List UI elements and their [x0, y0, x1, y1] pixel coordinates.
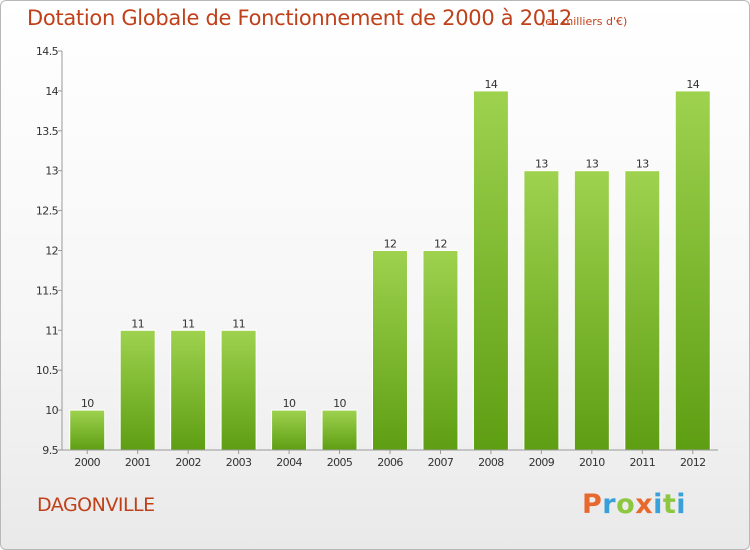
bar-2010 [573, 170, 610, 451]
proxiti-logo: Proxiti [582, 489, 686, 520]
y-tick-label: 14 [45, 85, 58, 98]
bar-2001 [119, 329, 156, 451]
x-tick-label-2012: 2012 [680, 456, 706, 469]
data-label-2001: 11 [131, 317, 144, 330]
x-tick-label-2006: 2006 [377, 456, 403, 469]
y-tick-label: 12.5 [36, 205, 59, 218]
y-tick-label: 13.5 [36, 125, 59, 138]
chart-subtitle: (en milliers d'€) [541, 15, 628, 28]
x-tick-label-2002: 2002 [175, 456, 201, 469]
data-label-2007: 12 [434, 238, 447, 251]
bar-2012 [674, 90, 711, 451]
logo-letter: i [653, 489, 663, 520]
logo-letter: t [662, 489, 677, 520]
y-tick-label: 11 [45, 324, 58, 337]
bar-2002 [170, 329, 207, 451]
data-label-2009: 13 [535, 158, 548, 171]
logo-letter: x [635, 489, 654, 520]
logo-letter: o [616, 489, 636, 520]
bar-2005 [321, 409, 358, 451]
bar-2004 [271, 409, 308, 451]
x-tick-label-2005: 2005 [327, 456, 353, 469]
data-label-2010: 13 [585, 158, 598, 171]
data-label-2006: 12 [384, 238, 397, 251]
x-tick-label-2010: 2010 [579, 456, 605, 469]
data-label-2012: 14 [686, 78, 699, 91]
y-tick-label: 11.5 [36, 284, 59, 297]
bars: 10 11 11 11 10 10 12 12 14 13 13 13 14 [69, 78, 711, 451]
x-tick-label-2001: 2001 [125, 456, 151, 469]
logo-letter: r [602, 489, 617, 520]
y-tick-label: 10 [45, 404, 58, 417]
y-tick-label: 13 [45, 165, 58, 178]
y-tick-label: 10.5 [36, 364, 59, 377]
bar-2008 [472, 90, 509, 451]
commune-name: DAGONVILLE [37, 494, 155, 516]
y-axis: 9.5 10 10.5 11 11.5 12 12.5 13 13.5 14 14.5 [36, 45, 63, 457]
bar-2003 [220, 329, 257, 451]
data-label-2005: 10 [333, 397, 346, 410]
x-tick-label-2011: 2011 [630, 456, 656, 469]
x-axis: 2000 2001 2002 2003 2004 2005 2006 2007 2008 2009… [62, 449, 718, 469]
data-label-2008: 14 [485, 78, 498, 91]
y-tick-label: 12 [45, 245, 58, 258]
x-tick-label-2004: 2004 [276, 456, 302, 469]
bar-2006 [372, 250, 408, 451]
x-tick-label-2000: 2000 [74, 456, 100, 469]
logo-letter: P [582, 489, 603, 520]
data-label-2004: 10 [283, 397, 296, 410]
bar-2000 [69, 409, 106, 451]
data-label-2002: 11 [182, 317, 195, 330]
data-label-2003: 11 [232, 317, 245, 330]
y-tick-label: 9.5 [42, 444, 58, 457]
bar-2009 [523, 170, 560, 451]
data-label-2000: 10 [81, 397, 94, 410]
logo-letter: i [676, 489, 687, 520]
x-tick-label-2008: 2008 [478, 456, 504, 469]
x-tick-label-2007: 2007 [428, 456, 454, 469]
chart-title: Dotation Globale de Fonctionnement de 20… [27, 6, 572, 30]
x-tick-label-2009: 2009 [529, 456, 555, 469]
bar-2007 [422, 250, 459, 451]
data-label-2011: 13 [636, 158, 649, 171]
x-tick-label-2003: 2003 [226, 456, 252, 469]
y-tick-label: 14.5 [36, 45, 59, 58]
bar-2011 [624, 170, 661, 451]
